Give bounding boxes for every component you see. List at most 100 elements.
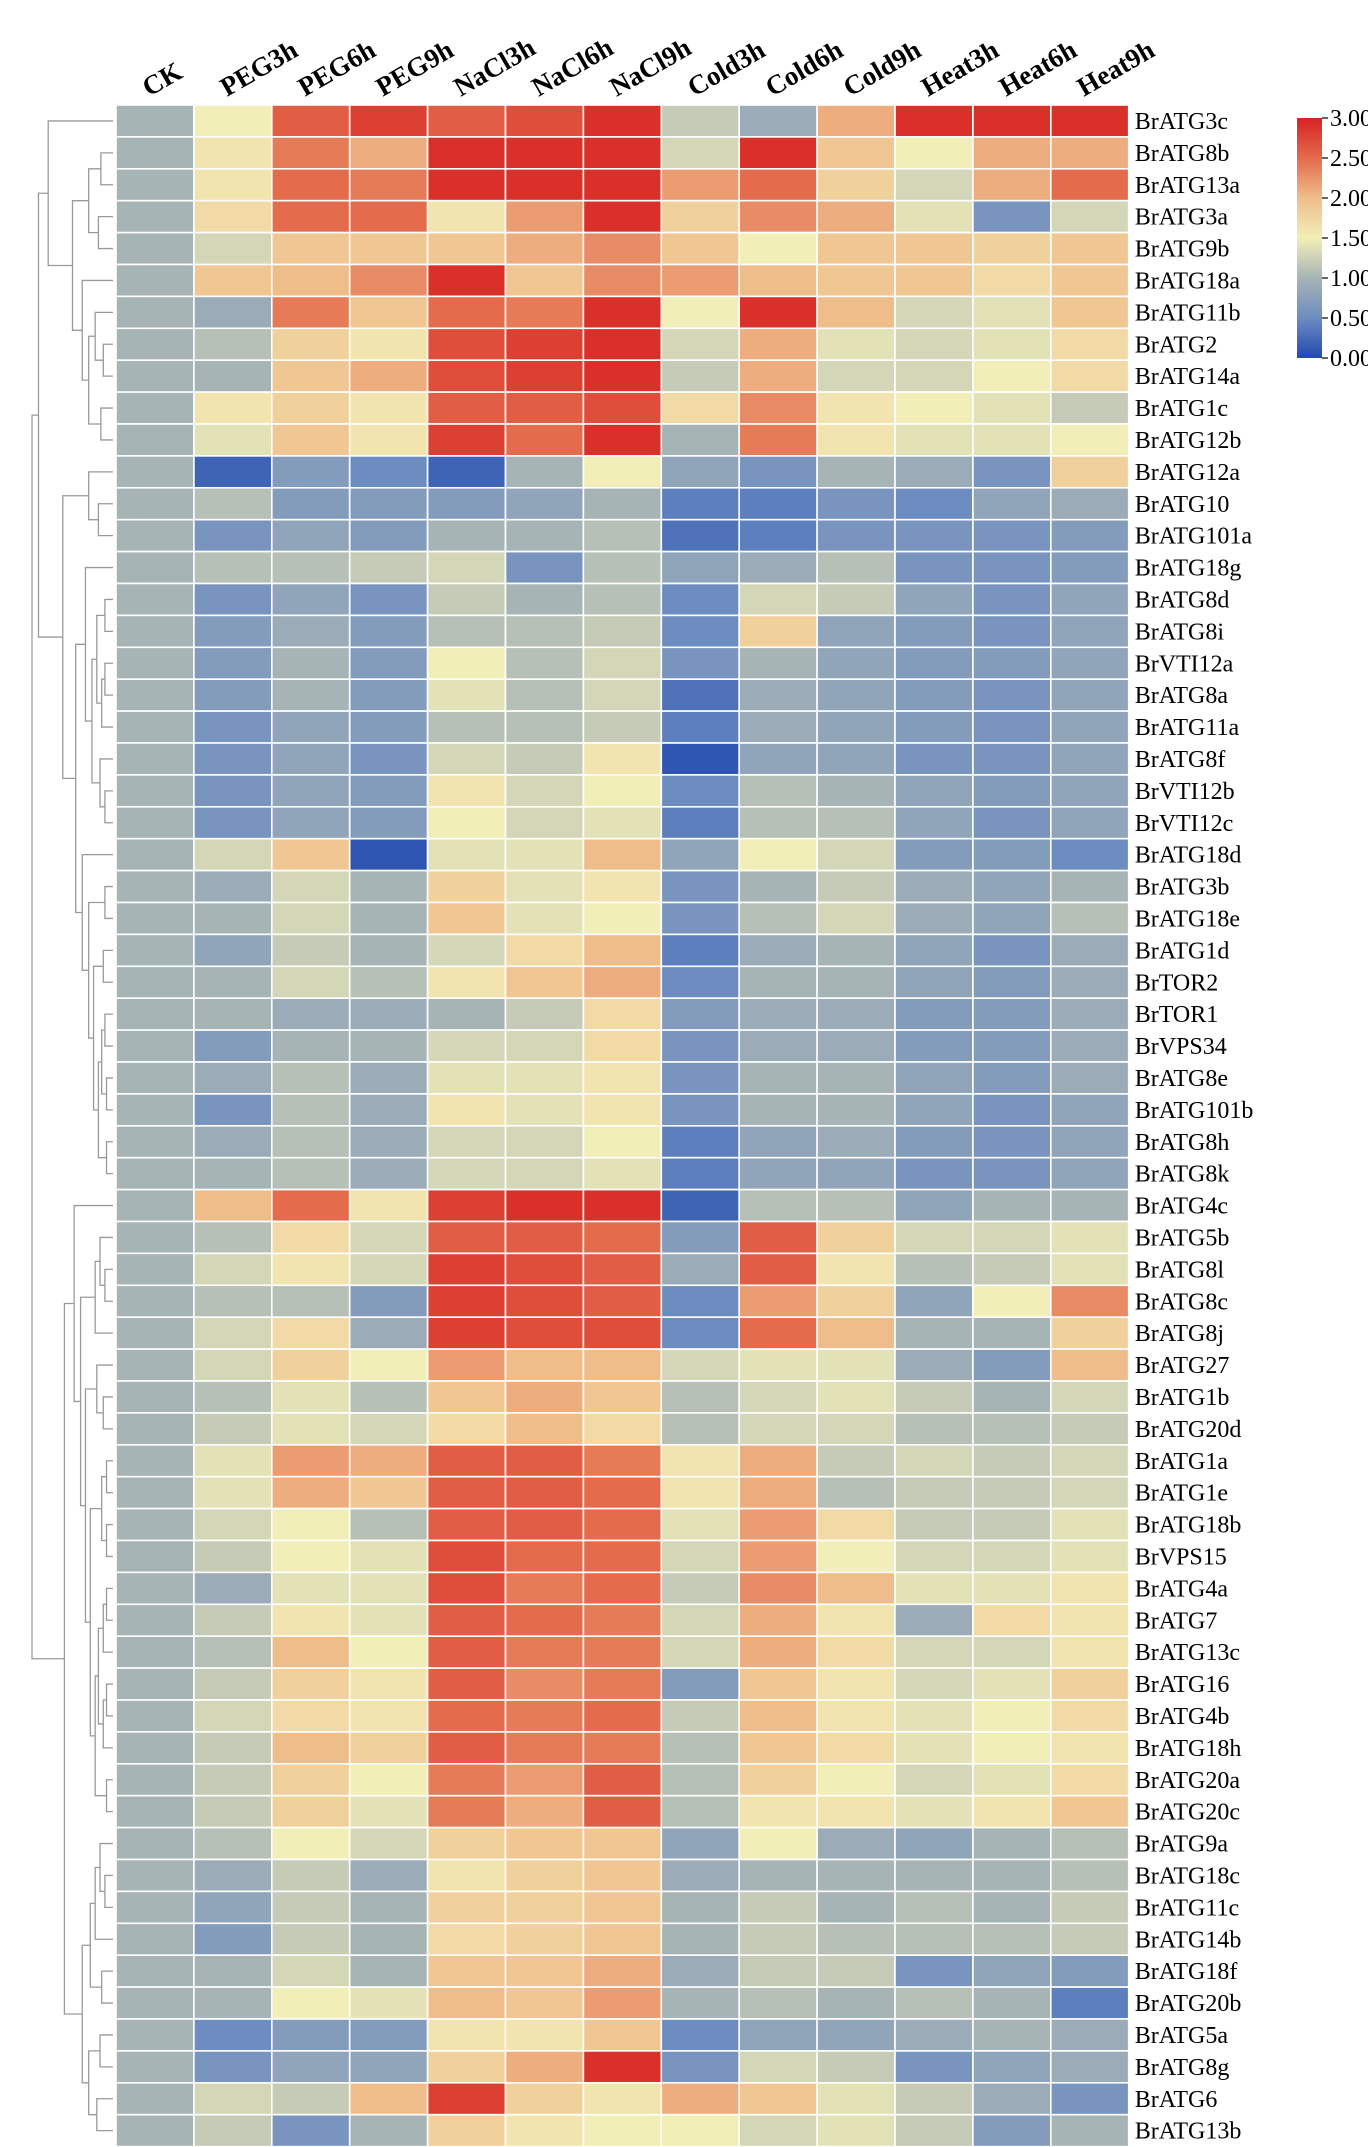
heatmap-cell — [972, 1380, 1052, 1414]
dendrogram-branch — [84, 566, 113, 722]
heatmap-cell — [270, 869, 351, 904]
colorbar-tick-label: 1.00 — [1330, 266, 1368, 292]
heatmap-cell — [193, 2018, 273, 2052]
heatmap-cell — [193, 901, 273, 936]
heatmap-cell — [426, 869, 507, 904]
heatmap-cell — [504, 805, 585, 840]
heatmap-cell — [972, 933, 1052, 968]
heatmap-cell — [894, 1763, 974, 1797]
row-label: BrATG3a — [1135, 205, 1229, 231]
dendrogram-branch — [105, 1683, 113, 1717]
heatmap-cell — [504, 1444, 585, 1478]
dendrogram-branch — [102, 343, 113, 377]
heatmap-cell — [582, 2082, 663, 2116]
heatmap-cell — [894, 104, 974, 138]
heatmap-cell — [660, 1763, 740, 1797]
heatmap-cell — [193, 1539, 273, 1574]
heatmap-cell — [115, 1763, 195, 1797]
heatmap-cell — [270, 1156, 351, 1191]
heatmap-cell — [582, 1412, 663, 1446]
heatmap-cell — [270, 614, 351, 649]
row-label: BrATG8f — [1135, 747, 1226, 773]
heatmap-cell — [270, 455, 351, 489]
heatmap-cell — [115, 1794, 195, 1829]
heatmap-cell — [582, 263, 663, 298]
heatmap-cell — [582, 1316, 663, 1350]
heatmap-cell — [348, 1603, 429, 1638]
heatmap-cell — [582, 997, 663, 1031]
heatmap-cell — [193, 1348, 273, 1382]
heatmap-cell — [582, 423, 663, 457]
heatmap-cell — [270, 2113, 351, 2147]
heatmap-cell — [972, 2113, 1052, 2147]
heatmap-cell — [1050, 550, 1130, 585]
heatmap-cell — [115, 1093, 195, 1127]
heatmap-cell — [582, 582, 663, 617]
heatmap-cell — [193, 1380, 273, 1414]
heatmap-cell — [738, 1188, 818, 1223]
heatmap-cell — [816, 1348, 896, 1382]
heatmap-cell — [660, 1826, 740, 1861]
heatmap-cell — [660, 1858, 740, 1893]
heatmap-cell — [972, 1444, 1052, 1478]
heatmap-cell — [193, 1507, 273, 1542]
heatmap-cell — [426, 774, 507, 808]
heatmap-cell — [115, 678, 195, 712]
heatmap-cell — [738, 455, 818, 489]
heatmap-cell — [972, 231, 1052, 266]
heatmap-cell — [504, 2050, 585, 2084]
heatmap-cell — [270, 1220, 351, 1255]
column-label: Heat3h — [916, 34, 1004, 102]
heatmap-cell — [270, 965, 351, 999]
dendrogram-branch — [89, 1507, 102, 1737]
heatmap-cell — [894, 1922, 974, 1957]
heatmap-cell — [660, 1475, 740, 1510]
heatmap-cell — [816, 2018, 896, 2052]
heatmap-cell — [738, 1412, 818, 1446]
heatmap-cell — [894, 1444, 974, 1478]
heatmap-cell — [426, 1763, 507, 1797]
heatmap-cell — [270, 1093, 351, 1127]
heatmap-cell — [115, 582, 195, 617]
heatmap-cell — [115, 104, 195, 138]
heatmap-cell — [738, 327, 818, 361]
heatmap-cell — [270, 1603, 351, 1638]
heatmap-cell — [660, 646, 740, 680]
heatmap-cells — [115, 104, 1130, 2147]
heatmap-cell — [115, 486, 195, 521]
heatmap-cell — [115, 1635, 195, 1669]
heatmap-cell — [972, 774, 1052, 808]
heatmap-cell — [115, 1316, 195, 1350]
heatmap-cell — [348, 1444, 429, 1478]
heatmap-cell — [660, 136, 740, 170]
dendrogram-branch — [102, 949, 113, 983]
heatmap-cell — [816, 2050, 896, 2084]
heatmap-cell — [270, 678, 351, 712]
row-label: BrATG4c — [1135, 1194, 1228, 1220]
heatmap-cell — [426, 614, 507, 649]
dendrogram-branch — [94, 1866, 113, 1940]
heatmap-cell — [816, 486, 896, 521]
heatmap-cell — [115, 997, 195, 1031]
heatmap-cell — [348, 1635, 429, 1669]
heatmap-cell — [894, 614, 974, 649]
heatmap-cell — [816, 263, 896, 298]
heatmap-cell — [426, 455, 507, 489]
heatmap-cell — [115, 263, 195, 298]
heatmap-cell — [816, 423, 896, 457]
row-label: BrATG18g — [1135, 556, 1242, 582]
dendrogram-branch — [100, 407, 113, 441]
heatmap-cell — [504, 359, 585, 393]
dendrogram-branch — [63, 1302, 83, 2015]
heatmap-cell — [504, 295, 585, 330]
heatmap-cell — [193, 1571, 273, 1606]
heatmap-cell — [193, 678, 273, 712]
heatmap-cell — [426, 1188, 507, 1223]
heatmap-cell — [348, 1794, 429, 1829]
heatmap-cell — [972, 2082, 1052, 2116]
heatmap-cell — [582, 518, 663, 553]
heatmap-cell — [660, 1890, 740, 1925]
heatmap-cell — [738, 1029, 818, 1063]
heatmap-cell — [270, 2082, 351, 2116]
row-label: BrATG7 — [1135, 1608, 1218, 1634]
